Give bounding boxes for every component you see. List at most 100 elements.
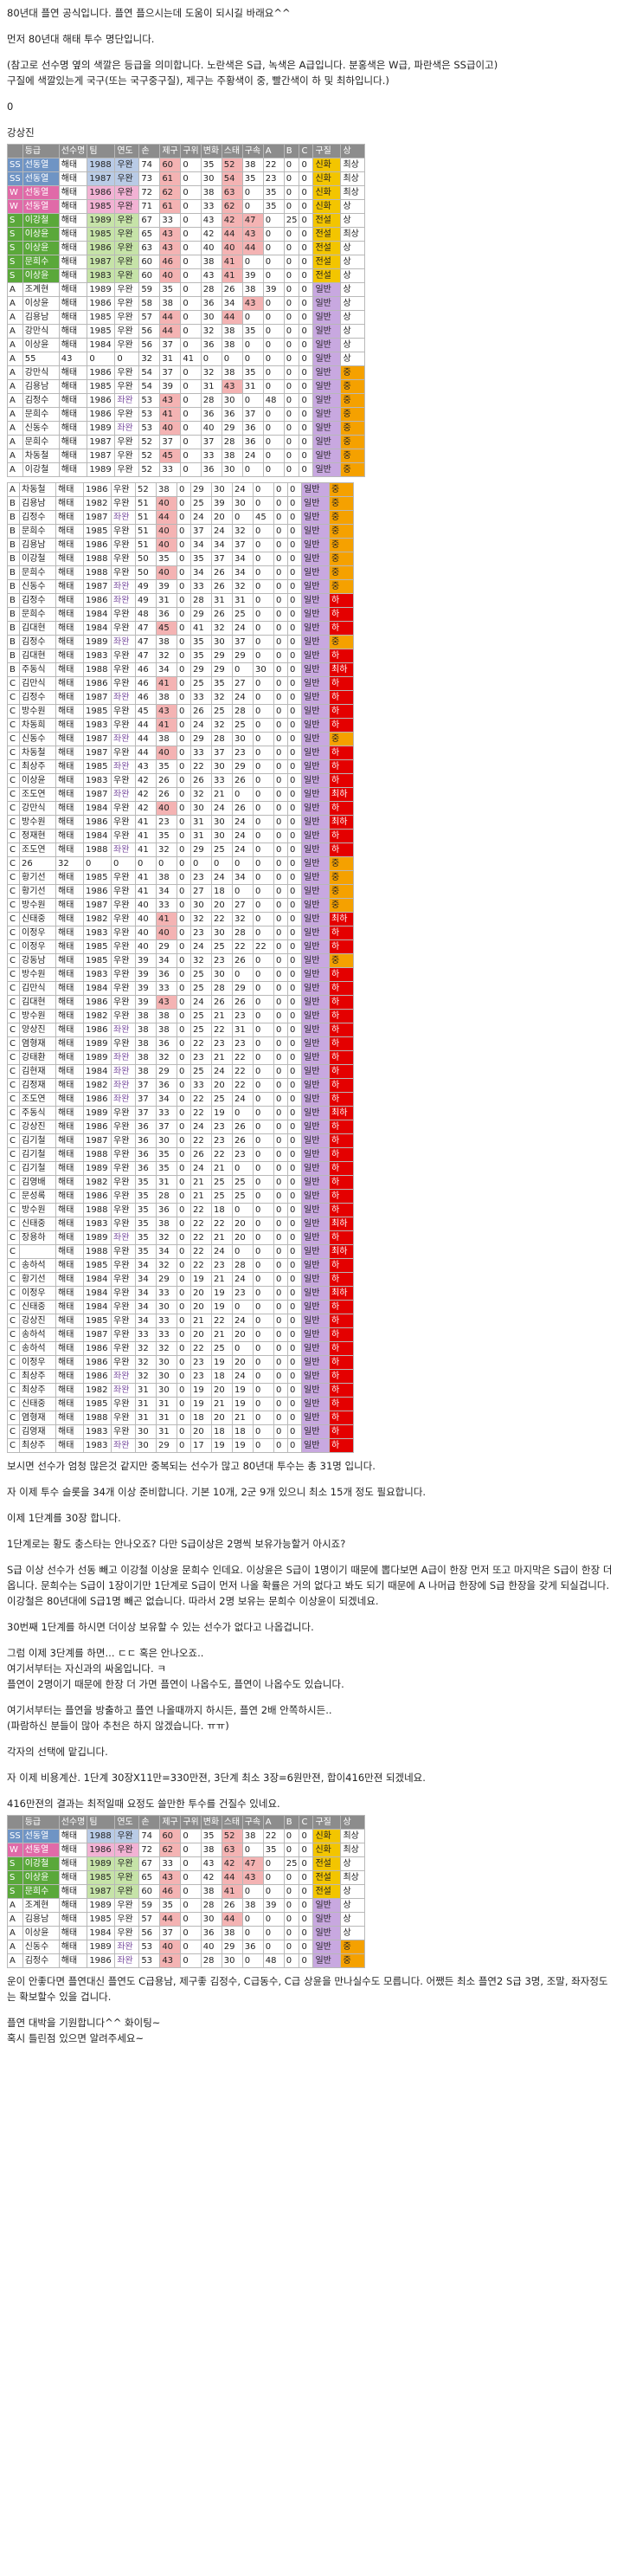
table-cell: 0 xyxy=(273,967,288,982)
table-cell: 43 xyxy=(241,227,264,242)
table-cell: 24 xyxy=(232,843,254,857)
table-cell: 33 xyxy=(159,1856,182,1871)
table-row: C 김기철 해태 1989 우완 36 35 0 24 21 0 0 0 0 일반 하 xyxy=(7,1161,354,1176)
table-cell: 우완 xyxy=(114,379,140,394)
table-row: C 송하석 해태 1987 우완 33 33 0 20 21 20 0 0 0 일반 하 xyxy=(7,1327,354,1342)
table-cell: 0 xyxy=(273,856,288,871)
table-cell: 0 xyxy=(287,1203,302,1217)
table-cell: 0 xyxy=(253,1438,274,1453)
table-cell: 31 xyxy=(156,1411,177,1425)
table-cell: 우완 xyxy=(111,1161,136,1176)
header-cell: 스태 xyxy=(221,1815,243,1830)
table-cell: 0 xyxy=(253,801,274,816)
table-cell: 황기선 xyxy=(19,870,56,885)
table-cell: 일반 xyxy=(312,1898,342,1913)
table-cell: C xyxy=(7,856,20,871)
table-cell: 1982 xyxy=(83,1009,112,1023)
table-cell: 35 xyxy=(211,676,233,691)
table-cell: 이강철 xyxy=(22,462,60,477)
table-cell: 18 xyxy=(232,1424,254,1439)
table-row: C 정재현 해태 1984 우완 41 35 0 31 30 24 0 0 0 일반 하 xyxy=(7,829,354,843)
table-cell: 우완 xyxy=(114,1898,140,1913)
table-cell: 일반 xyxy=(301,746,330,760)
table-cell: 36 xyxy=(241,435,264,449)
table-cell: 0 xyxy=(262,227,285,242)
table-cell: B xyxy=(7,621,20,636)
table-cell: 1987 xyxy=(83,510,112,525)
outro-line: 운이 안좋다면 플연대신 플연도 C급용남, 제구좋 김정수, C급동수, C급… xyxy=(7,1975,608,2003)
table-cell: 0 xyxy=(253,1411,274,1425)
table-cell: 신태중 xyxy=(19,1397,56,1411)
table-cell: 0 xyxy=(273,704,288,719)
table-cell: 중 xyxy=(329,552,354,566)
table-cell: 56 xyxy=(138,1926,161,1940)
table-cell: 일반 xyxy=(301,1230,330,1245)
table-cell: 31 xyxy=(135,1383,157,1398)
table-cell: B xyxy=(7,538,20,552)
table-cell: 상 xyxy=(340,1898,366,1913)
table-cell: 0 xyxy=(177,1314,191,1328)
middle-line: 30번째 1단계를 하시면 더이상 보유할 수 있는 선수가 없다고 나옵겁니다… xyxy=(7,1621,314,1633)
table-row: C 방수원 해태 1986 우완 41 23 0 31 30 24 0 0 0 일반 최하 xyxy=(7,815,354,830)
table-cell: 황기선 xyxy=(19,884,56,899)
table-cell: 48 xyxy=(262,1953,285,1968)
table-cell: 문희수 xyxy=(19,524,56,539)
table-cell: 0 xyxy=(287,1438,302,1453)
table-cell: 36 xyxy=(200,1926,222,1940)
table-row: C 차동희 해태 1983 우완 44 41 0 24 32 25 0 0 0 일반 하 xyxy=(7,718,354,733)
table-cell: 38 xyxy=(241,282,264,297)
table-cell: 1989 xyxy=(83,1050,112,1065)
table-cell: 0 xyxy=(177,1092,191,1107)
table-row: C 염형재 해태 1988 우완 31 31 0 18 20 21 0 0 0 일반 하 xyxy=(7,1411,354,1425)
table-cell: 해태 xyxy=(55,676,84,691)
table-cell: 0 xyxy=(273,1230,288,1245)
table-cell: 하 xyxy=(329,1300,354,1314)
table-cell: 38 xyxy=(156,732,177,746)
table-cell: 30 xyxy=(190,898,212,913)
table-cell: 30 xyxy=(156,1133,177,1148)
table-row: B 주동식 해태 1988 우완 46 34 0 29 29 0 30 0 0 일반 최하 xyxy=(7,662,354,677)
table-cell: C xyxy=(7,1341,20,1356)
table-cell: 34 xyxy=(135,1300,157,1314)
table-cell: 40 xyxy=(221,241,243,255)
table-cell: 21 xyxy=(211,1230,233,1245)
table-cell: 0 xyxy=(287,1189,302,1204)
table-cell: W xyxy=(7,1843,23,1857)
middle-line: 보시면 선수가 엄청 많은것 같지만 중복되는 선수가 많고 80년대 투수는 … xyxy=(7,1460,376,1472)
table-cell: 0 xyxy=(283,1829,300,1843)
table-cell: 0 xyxy=(287,1064,302,1079)
table-cell: 해태 xyxy=(55,1023,84,1037)
table-cell: 1988 xyxy=(87,1829,116,1843)
table-cell: 1986 xyxy=(83,1355,112,1370)
table-cell: 21 xyxy=(211,1050,233,1065)
table-cell: 1989 xyxy=(87,421,116,436)
table-cell: 0 xyxy=(180,365,202,380)
table-cell: 해태 xyxy=(55,967,84,982)
table-row: C 조도연 해태 1986 좌완 37 34 0 22 25 24 0 0 0 일반 하 xyxy=(7,1092,354,1107)
table-cell: 0 xyxy=(177,1300,191,1314)
outro-section: 운이 안좋다면 플연대신 플연도 C급용남, 제구좋 김정수, C급동수, C급… xyxy=(7,1973,616,2046)
intro-line: 0 xyxy=(7,100,14,113)
table-cell: 60 xyxy=(138,255,161,269)
table-cell: 우완 xyxy=(114,199,140,214)
table-cell: 해태 xyxy=(58,421,88,436)
table-cell: 일반 xyxy=(301,552,330,566)
table-cell: 1987 xyxy=(83,732,112,746)
table-cell: 우완 xyxy=(111,1120,136,1134)
table-row: A 이상윤 해태 1986 우완 58 38 0 36 34 43 0 0 0 일반 상 xyxy=(7,296,366,311)
table-cell: 0 xyxy=(232,1203,254,1217)
table-cell: 0 xyxy=(287,1175,302,1190)
table-cell: 우완 xyxy=(111,1217,136,1231)
table-cell: 0 xyxy=(180,185,202,200)
table-cell: 하 xyxy=(329,1036,354,1051)
table-cell: 29 xyxy=(190,482,212,497)
table-cell: 36 xyxy=(156,607,177,622)
table-cell: 38 xyxy=(135,1064,157,1079)
table-cell: 1985 xyxy=(87,227,116,242)
table-cell: 0 xyxy=(177,1383,191,1398)
table-cell: 하 xyxy=(329,1092,354,1107)
table-row: C 방수원 해태 1988 우완 35 36 0 22 18 0 0 0 0 일반 하 xyxy=(7,1203,354,1217)
table-cell: 해태 xyxy=(58,1953,88,1968)
table-cell: 0 xyxy=(253,995,274,1010)
table-cell: 신화 xyxy=(312,1829,342,1843)
